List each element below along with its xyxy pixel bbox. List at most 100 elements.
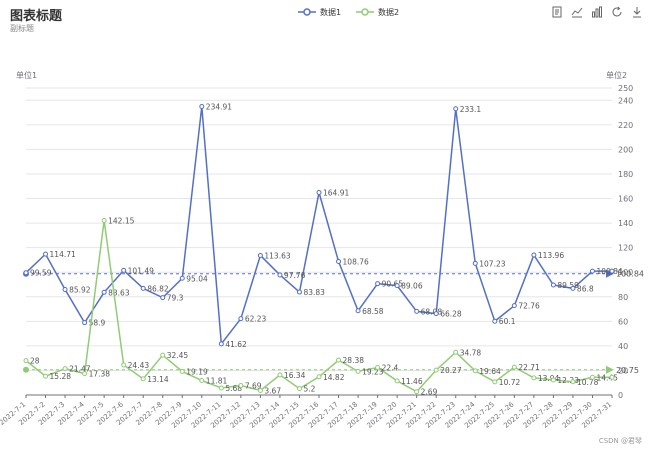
data-point bbox=[179, 275, 185, 281]
data-point bbox=[82, 320, 88, 326]
data-point bbox=[23, 270, 29, 276]
data-label: 66.28 bbox=[440, 310, 462, 319]
save-image-icon[interactable] bbox=[630, 6, 644, 20]
data-point bbox=[472, 260, 478, 266]
data-label: 68.58 bbox=[362, 307, 384, 316]
data-point bbox=[355, 368, 361, 374]
data-label: 234.91 bbox=[206, 103, 232, 112]
data-point bbox=[199, 104, 205, 110]
data-point bbox=[609, 374, 615, 380]
data-point bbox=[433, 311, 439, 317]
y-right-tick-label: 100 bbox=[618, 268, 633, 277]
data-point bbox=[453, 106, 459, 112]
data-point bbox=[531, 375, 537, 381]
y-right-tick-label: 250 bbox=[618, 84, 633, 93]
data-label: 11.81 bbox=[206, 376, 228, 385]
data-point bbox=[179, 368, 185, 374]
data-point bbox=[160, 352, 166, 358]
data-point bbox=[433, 367, 439, 373]
data-label: 5.2 bbox=[303, 385, 315, 394]
data-point bbox=[140, 376, 146, 382]
average-line-label: 100.84 bbox=[616, 270, 644, 279]
data-label: 2.69 bbox=[421, 388, 438, 397]
data-label: 12.23 bbox=[557, 376, 579, 385]
data-label: 113.63 bbox=[264, 251, 290, 260]
data-point bbox=[101, 289, 107, 295]
data-label: 85.92 bbox=[69, 285, 91, 294]
data-label: 233.1 bbox=[460, 105, 482, 114]
data-label: 17.38 bbox=[89, 370, 111, 379]
data-point bbox=[375, 364, 381, 370]
data-label: 20.27 bbox=[440, 366, 462, 375]
data-label: 60.1 bbox=[499, 317, 516, 326]
data-point bbox=[453, 349, 459, 355]
data-label: 3.67 bbox=[264, 386, 281, 395]
line-chart-icon[interactable] bbox=[570, 6, 584, 20]
bar-chart-icon[interactable] bbox=[590, 6, 604, 20]
y-right-tick-label: 220 bbox=[618, 121, 633, 130]
data-point bbox=[492, 379, 498, 385]
data-label: 79.3 bbox=[167, 294, 184, 303]
data-label: 15.28 bbox=[50, 372, 72, 381]
data-label: 58.9 bbox=[89, 319, 106, 328]
data-point bbox=[394, 283, 400, 289]
legend-label: 数据2 bbox=[378, 7, 399, 17]
data-label: 86.82 bbox=[147, 284, 169, 293]
data-label: 10.78 bbox=[577, 378, 599, 387]
y-right-tick-label: 60 bbox=[618, 317, 628, 326]
data-point bbox=[472, 368, 478, 374]
data-label: 164.91 bbox=[323, 188, 349, 197]
data-point bbox=[62, 366, 68, 372]
data-point bbox=[257, 387, 263, 393]
data-point bbox=[414, 308, 420, 314]
data-point bbox=[257, 252, 263, 258]
data-label: 7.69 bbox=[245, 382, 262, 391]
average-line-label: 20.75 bbox=[616, 366, 639, 375]
data-point bbox=[121, 267, 127, 273]
data-point bbox=[43, 373, 49, 379]
data-label: 101.49 bbox=[128, 266, 154, 275]
data-label: 24.43 bbox=[128, 361, 150, 370]
data-point bbox=[550, 377, 556, 383]
data-point bbox=[589, 268, 595, 274]
data-point bbox=[550, 282, 556, 288]
data-point bbox=[101, 217, 107, 223]
legend-label: 数据1 bbox=[320, 7, 341, 17]
data-point bbox=[375, 281, 381, 287]
y-right-tick-label: 140 bbox=[618, 219, 633, 228]
data-point bbox=[589, 374, 595, 380]
data-label: 22.4 bbox=[382, 363, 399, 372]
data-label: 13.14 bbox=[147, 375, 169, 384]
chart-subtitle: 副标题 bbox=[10, 24, 34, 33]
data-label: 86.8 bbox=[577, 284, 594, 293]
data-label: 14.82 bbox=[323, 373, 345, 382]
average-line-start-icon bbox=[23, 366, 29, 373]
y-right-tick-label: 20 bbox=[618, 366, 628, 375]
data-point bbox=[355, 308, 361, 314]
data-label: 142.15 bbox=[108, 216, 134, 225]
data-label: 68.08 bbox=[421, 307, 443, 316]
data-label: 34.78 bbox=[460, 348, 482, 357]
data-label: 41.62 bbox=[225, 340, 247, 349]
y-right-tick-label: 200 bbox=[618, 145, 633, 154]
data-point bbox=[531, 252, 537, 258]
data-label: 90.65 bbox=[382, 280, 404, 289]
restore-icon[interactable] bbox=[610, 6, 624, 20]
watermark: CSDN @君琴 bbox=[598, 437, 642, 445]
data-label: 28.38 bbox=[343, 356, 365, 365]
chart-title: 图表标题 bbox=[10, 9, 63, 24]
average-line-arrow-icon bbox=[606, 365, 614, 374]
data-label: 89.59 bbox=[557, 281, 579, 290]
data-point bbox=[121, 362, 127, 368]
data-label: 13.94 bbox=[538, 374, 560, 383]
data-point bbox=[336, 258, 342, 264]
data-label: 5.68 bbox=[225, 384, 242, 393]
data-label: 62.23 bbox=[245, 315, 267, 324]
data-label: 21.47 bbox=[69, 365, 91, 374]
data-view-icon[interactable] bbox=[550, 6, 564, 20]
data-label: 11.46 bbox=[401, 377, 423, 386]
data-point bbox=[414, 389, 420, 395]
data-label: 19.23 bbox=[362, 367, 384, 376]
data-label: 83.83 bbox=[303, 288, 325, 297]
data-point bbox=[570, 379, 576, 385]
